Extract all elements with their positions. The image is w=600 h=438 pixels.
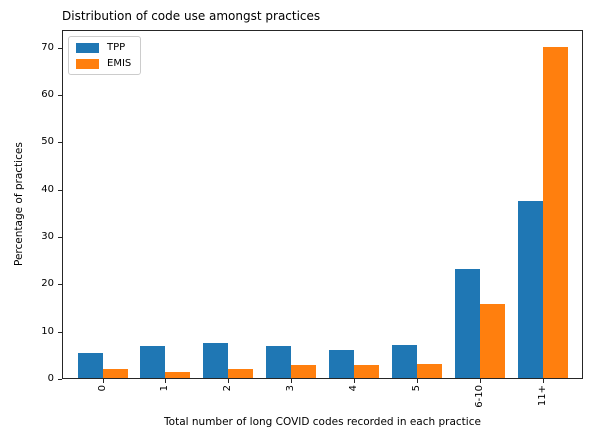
legend-item-emis: EMIS [76, 58, 131, 69]
bar-tpp-1 [140, 345, 166, 378]
emis-legend-swatch [76, 58, 99, 69]
tpp-legend-swatch [76, 42, 99, 53]
bar-emis-3 [291, 365, 317, 378]
bar-emis-6-10 [479, 303, 505, 378]
x-tick-mark [479, 379, 481, 383]
x-tick-label: 4 [348, 385, 360, 392]
bar-emis-1 [165, 371, 191, 378]
x-axis-label: Total number of long COVID codes recorde… [164, 416, 481, 428]
y-tick-mark [58, 236, 62, 238]
bar-tpp-6-10 [454, 268, 480, 378]
y-tick-mark [58, 284, 62, 286]
y-tick-mark [58, 94, 62, 96]
x-tick-label: 3 [285, 385, 297, 392]
y-tick-mark [58, 47, 62, 49]
bar-tpp-0 [77, 353, 103, 378]
y-tick-label: 0 [47, 373, 54, 384]
x-tick-label: 0 [96, 385, 108, 392]
y-tick-label: 70 [41, 41, 54, 53]
y-tick-label: 10 [41, 325, 54, 337]
x-tick-mark [542, 379, 544, 383]
chart-title: Distribution of code use amongst practic… [62, 9, 321, 23]
x-tick-mark [354, 379, 356, 383]
bar-tpp-11+ [517, 201, 543, 378]
x-tick-label: 6-10 [473, 385, 485, 408]
bar-tpp-3 [266, 346, 292, 378]
x-tick-mark [165, 379, 167, 383]
plot-area: TPP EMIS [62, 30, 583, 379]
bar-emis-11+ [542, 46, 568, 378]
bar-tpp-4 [329, 350, 355, 378]
y-tick-label: 60 [41, 88, 54, 100]
x-tick-label: 11+ [536, 385, 548, 407]
y-tick-label: 40 [41, 183, 54, 195]
bar-tpp-2 [203, 343, 229, 378]
y-tick-mark [58, 189, 62, 191]
bar-emis-0 [102, 369, 128, 378]
bar-emis-5 [417, 363, 442, 378]
x-tick-label: 5 [411, 385, 422, 392]
x-tick-label: 2 [222, 385, 234, 392]
legend: TPP EMIS [68, 36, 142, 75]
x-tick-mark [102, 379, 104, 383]
x-tick-mark [291, 379, 293, 383]
legend-item-tpp: TPP [76, 42, 131, 53]
bar-tpp-5 [392, 345, 417, 378]
legend-label: TPP [107, 42, 126, 53]
bar-emis-4 [354, 365, 380, 378]
y-tick-mark [58, 142, 62, 144]
bar-emis-2 [228, 369, 254, 378]
x-tick-mark [417, 379, 418, 383]
y-tick-mark [58, 331, 62, 333]
y-tick-mark [58, 379, 62, 380]
x-tick-mark [228, 379, 230, 383]
y-tick-label: 20 [41, 278, 54, 290]
y-tick-label: 50 [41, 136, 54, 148]
y-tick-label: 30 [41, 230, 54, 242]
x-tick-label: 1 [159, 385, 171, 392]
legend-label: EMIS [107, 58, 132, 69]
